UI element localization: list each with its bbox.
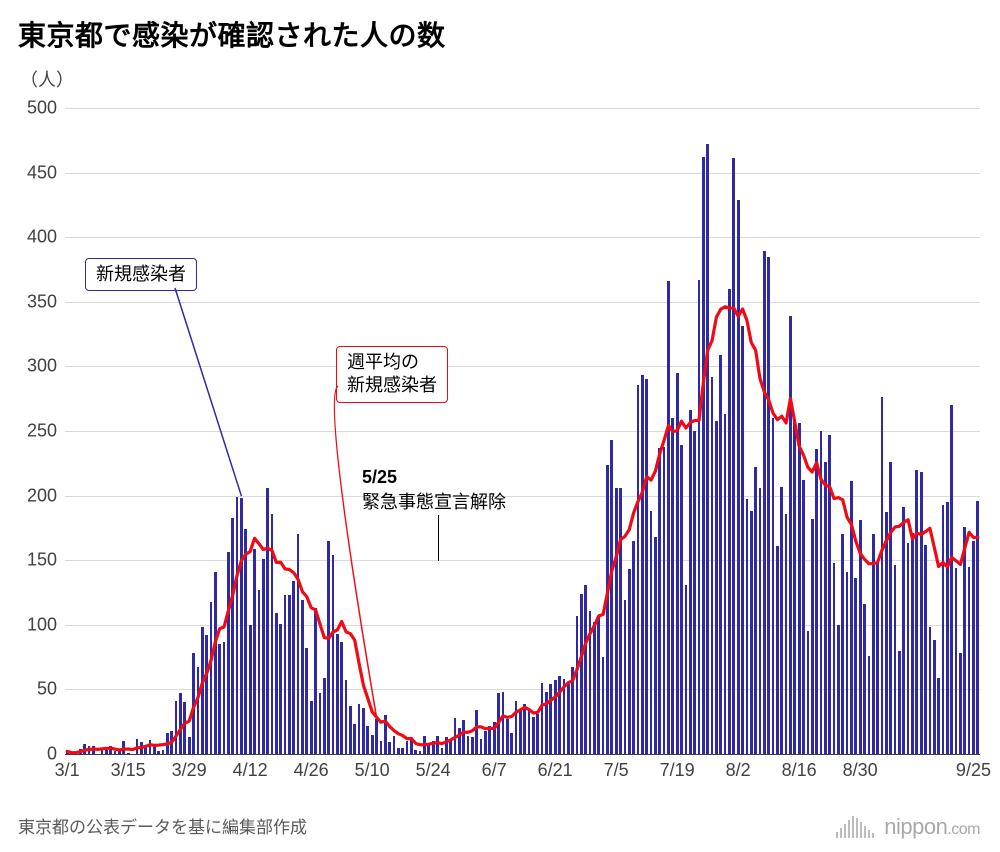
brand-logo: nippon.com (836, 814, 980, 840)
y-axis-unit: （人） (20, 66, 74, 92)
annotation-emergency-lift: 5/25 緊急事態宣言解除 (362, 465, 506, 515)
brand-text: nippon.com (884, 814, 980, 840)
y-tick-label: 350 (0, 291, 57, 312)
x-tick-label: 6/21 (538, 760, 573, 781)
annotation-date: 5/25 (362, 467, 397, 487)
x-tick-label: 4/12 (233, 760, 268, 781)
x-tick-label: 9/25 (956, 760, 991, 781)
x-tick-label: 6/7 (482, 760, 507, 781)
brand-name: nippon (884, 814, 947, 839)
y-tick-label: 300 (0, 356, 57, 377)
y-tick-label: 0 (0, 744, 57, 765)
y-axis-labels: 050100150200250300350400450500 (0, 108, 57, 754)
chart-container: 東京都で感染が確認された人の数 （人） 0 50 100 150 200 250 300 35… (0, 0, 1000, 852)
moving-average-line (65, 108, 980, 754)
y-tick-label: 200 (0, 485, 57, 506)
callout-line-text: 週平均の新規感染者 (347, 352, 437, 395)
x-tick-label: 3/1 (55, 760, 80, 781)
x-tick-label: 5/24 (416, 760, 451, 781)
x-tick-label: 3/29 (172, 760, 207, 781)
x-tick-label: 8/30 (843, 760, 878, 781)
plot-area (65, 108, 980, 754)
x-tick-label: 4/26 (294, 760, 329, 781)
annotation-tick (438, 515, 439, 561)
y-tick-label: 400 (0, 227, 57, 248)
x-tick-label: 7/19 (660, 760, 695, 781)
source-note: 東京都の公表データを基に編集部作成 (18, 813, 307, 838)
y-tick-label: 500 (0, 98, 57, 119)
x-tick-label: 5/10 (355, 760, 390, 781)
y-tick-label: 150 (0, 550, 57, 571)
chart-title: 東京都で感染が確認された人の数 (18, 14, 446, 54)
x-tick-label: 3/15 (111, 760, 146, 781)
x-axis-labels: 3/13/153/294/124/265/105/246/76/217/57/1… (65, 760, 980, 790)
x-tick-label: 8/16 (782, 760, 817, 781)
x-tick-label: 8/2 (726, 760, 751, 781)
brand-suffix: .com (947, 821, 980, 838)
brand-bars-icon (836, 816, 876, 838)
y-tick-label: 450 (0, 162, 57, 183)
y-tick-label: 50 (0, 679, 57, 700)
y-tick-label: 250 (0, 421, 57, 442)
callout-bars-text: 新規感染者 (96, 264, 186, 284)
x-tick-label: 7/5 (604, 760, 629, 781)
callout-bars: 新規感染者 (85, 258, 197, 291)
callout-line: 週平均の新規感染者 (336, 346, 448, 403)
annotation-body: 緊急事態宣言解除 (362, 492, 506, 512)
y-tick-label: 100 (0, 614, 57, 635)
